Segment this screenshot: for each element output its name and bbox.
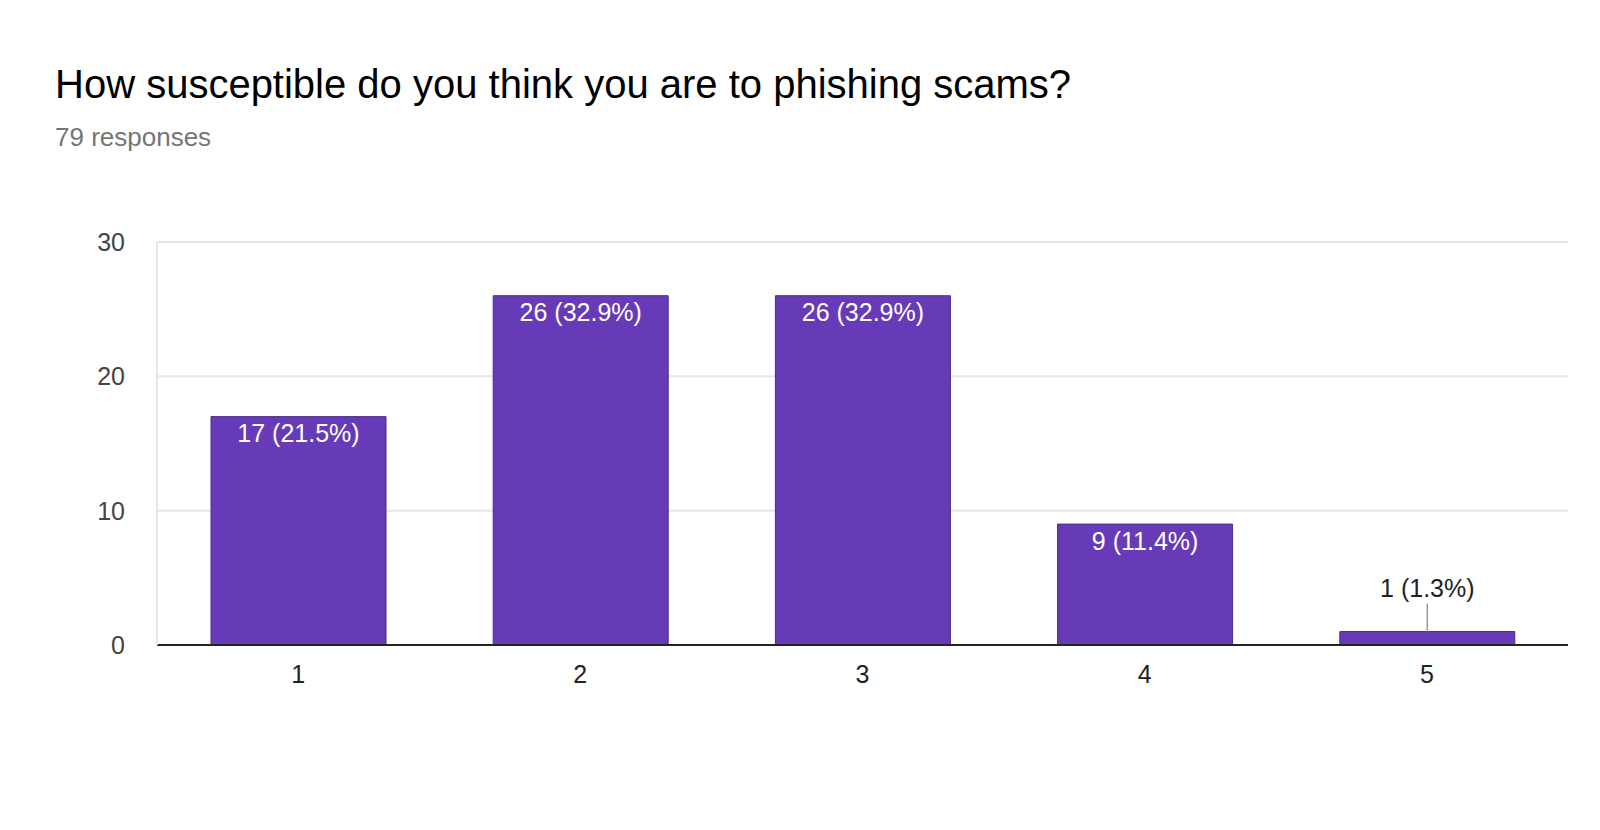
svg-text:3: 3 <box>856 660 870 688</box>
svg-text:5: 5 <box>1420 660 1434 688</box>
svg-text:26 (32.9%): 26 (32.9%) <box>802 298 924 326</box>
svg-text:30: 30 <box>97 228 125 256</box>
svg-text:0: 0 <box>111 631 125 659</box>
html-text:How susceptible do you think y: How susceptible do you think you are to … <box>55 62 1072 106</box>
svg-text:4: 4 <box>1138 660 1152 688</box>
svg-text:2: 2 <box>573 660 587 688</box>
svg-text:1 (1.3%): 1 (1.3%) <box>1380 574 1474 602</box>
svg-text:9 (11.4%): 9 (11.4%) <box>1092 527 1199 555</box>
html-text:79 responses: 79 responses <box>55 122 212 152</box>
svg-text:10: 10 <box>97 497 125 525</box>
svg-text:1: 1 <box>291 660 305 688</box>
svg-text:17 (21.5%): 17 (21.5%) <box>237 419 359 447</box>
svg-text:26 (32.9%): 26 (32.9%) <box>520 298 642 326</box>
svg-text:20: 20 <box>97 362 125 390</box>
